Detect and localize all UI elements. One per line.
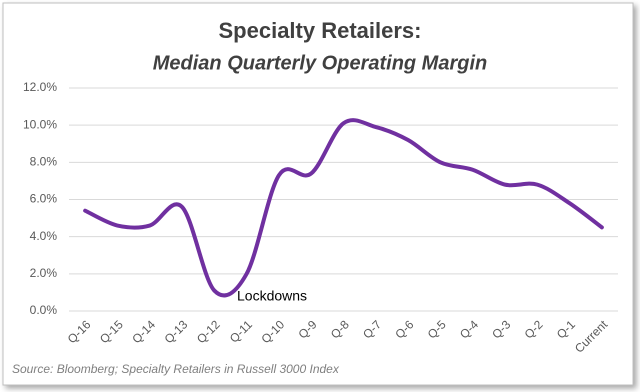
y-tick-label: 4.0%: [30, 229, 58, 243]
y-tick-label: 10.0%: [23, 117, 57, 131]
annotation: Lockdowns: [237, 288, 307, 304]
y-tick-label: 8.0%: [30, 155, 58, 169]
line: [83, 118, 604, 298]
source: Source: Bloomberg; Specialty Retailers i…: [12, 362, 340, 376]
y-tick-label: 12.0%: [23, 80, 57, 94]
chart-title: Specialty Retailers:: [219, 18, 422, 43]
y-tick-label: 2.0%: [30, 266, 58, 280]
y-tick-label: 6.0%: [30, 192, 58, 206]
chart-subtitle: Median Quarterly Operating Margin: [153, 52, 488, 74]
y-tick-label: 0.0%: [30, 303, 58, 317]
chart-frame: [2, 2, 634, 386]
